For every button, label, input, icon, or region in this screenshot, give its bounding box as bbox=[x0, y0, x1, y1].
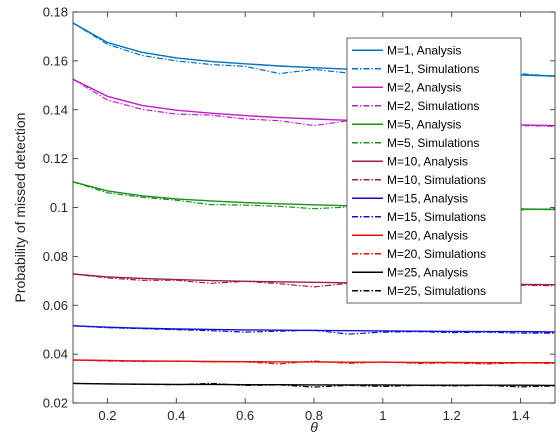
legend-box bbox=[346, 37, 522, 304]
legend-item-label: M=5, Analysis bbox=[387, 118, 461, 132]
legend-item-label: M=15, Analysis bbox=[387, 192, 468, 206]
y-tick-label: 0.04 bbox=[43, 347, 68, 362]
legend-item-label: M=2, Analysis bbox=[387, 81, 461, 95]
y-tick-label: 0.16 bbox=[43, 53, 68, 68]
legend-item-label: M=20, Simulations bbox=[387, 247, 486, 261]
y-tick-label: 0.02 bbox=[43, 396, 68, 411]
x-tick-label: 0.8 bbox=[305, 408, 323, 423]
series-line-11 bbox=[72, 359, 555, 364]
x-tick-label: 1.4 bbox=[512, 408, 530, 423]
series-line-9 bbox=[72, 325, 556, 333]
legend-item-label: M=1, Analysis bbox=[387, 44, 461, 58]
legend-item-label: M=2, Simulations bbox=[387, 99, 479, 113]
x-tick-label: 0.4 bbox=[167, 408, 185, 423]
legend-item-label: M=25, Analysis bbox=[387, 266, 468, 280]
x-tick-label: 0.6 bbox=[236, 408, 254, 423]
legend-item-label: M=10, Analysis bbox=[387, 155, 468, 169]
axes-layer: 0.2 0.4 0.6 0.8 1 1.2 1.4 0.02 0.04 0.06 0.08 0.1 0.… bbox=[43, 5, 556, 423]
y-tick-label: 0.18 bbox=[43, 5, 68, 20]
y-tick-label: 0.12 bbox=[43, 151, 68, 166]
legend-item-label: M=20, Analysis bbox=[387, 229, 468, 243]
x-axis-label: θ bbox=[310, 419, 318, 435]
legend-item-label: M=25, Simulations bbox=[387, 284, 486, 298]
y-tick-label: 0.06 bbox=[43, 298, 68, 313]
legend-item-label: M=5, Simulations bbox=[387, 136, 479, 150]
x-tick-label: 1 bbox=[379, 408, 386, 423]
legend-item-label: M=10, Simulations bbox=[387, 173, 486, 187]
legend: M=1, Analysis M=1, Simulations M=2, Analys… bbox=[346, 37, 522, 304]
y-tick-label: 0.14 bbox=[43, 102, 68, 117]
x-tick-label: 0.2 bbox=[98, 408, 116, 423]
legend-item-label: M=15, Simulations bbox=[387, 210, 486, 224]
y-tick-label: 0.1 bbox=[50, 200, 68, 215]
y-axis-label: Probability of missed detection bbox=[12, 113, 28, 303]
legend-item-label: M=1, Simulations bbox=[387, 62, 479, 76]
y-tick-label: 0.08 bbox=[43, 249, 68, 264]
x-tick-label: 1.2 bbox=[443, 408, 461, 423]
series-line-13 bbox=[72, 382, 556, 387]
